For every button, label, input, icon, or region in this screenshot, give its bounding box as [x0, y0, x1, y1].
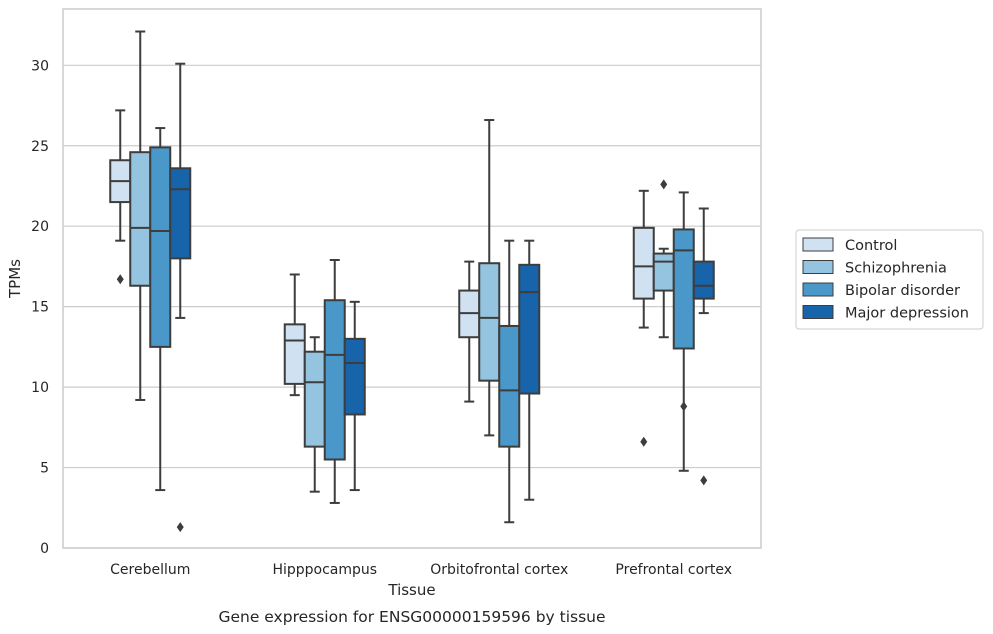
box-schizophrenia: [652, 179, 675, 339]
outlier-point: [176, 522, 184, 533]
box-control: [109, 109, 132, 285]
box-control: [458, 260, 481, 403]
legend-entry: Schizophrenia: [845, 261, 947, 277]
box-bipolar-disorder: [323, 258, 346, 504]
outlier-point: [700, 475, 708, 486]
box-major-depression: [169, 62, 192, 533]
legend-swatch: [802, 260, 834, 274]
box-bipolar-disorder: [149, 127, 172, 492]
x-tick-label: Orbitofrontal cortex: [430, 562, 568, 578]
box-major-depression: [343, 300, 366, 492]
box-iqr: [498, 324, 521, 448]
y-tick-label: 30: [31, 58, 49, 74]
box-bipolar-disorder: [498, 239, 521, 524]
legend-entry: Bipolar disorder: [845, 283, 960, 299]
box-major-depression: [692, 207, 715, 486]
y-axis-label: TPMs: [6, 259, 24, 299]
box-major-depression: [518, 239, 541, 501]
box-bipolar-disorder: [672, 191, 695, 472]
y-axis-ticks: 0 5 10 15 20 25 30: [31, 58, 49, 557]
box-groups: [109, 30, 715, 533]
y-tick-label: 0: [40, 541, 49, 557]
box-iqr: [149, 146, 172, 348]
y-tick-label: 15: [31, 300, 49, 316]
x-tick-label: Cerebellum: [110, 562, 190, 578]
box-iqr: [343, 337, 366, 416]
box-schizophrenia: [129, 30, 152, 401]
legend-swatch: [802, 305, 834, 319]
box-control: [283, 273, 306, 397]
y-tick-label: 25: [31, 139, 49, 155]
box-iqr: [129, 151, 152, 287]
outlier-point: [640, 436, 648, 447]
box-iqr: [303, 350, 326, 448]
outlier-point: [680, 401, 688, 412]
box-schizophrenia: [478, 119, 501, 437]
legend-frame: [795, 229, 984, 330]
box-iqr: [478, 262, 501, 382]
box-iqr: [323, 299, 346, 461]
y-tick-label: 20: [31, 219, 49, 235]
box-control: [632, 189, 655, 447]
box-iqr: [672, 228, 695, 350]
legend-swatch: [802, 237, 834, 252]
y-tick-label: 5: [40, 461, 49, 477]
legend: Control Schizophrenia Bipolar disorder Majo…: [795, 229, 984, 330]
plot-area-frame: [62, 8, 762, 549]
box-schizophrenia: [303, 336, 326, 493]
x-axis-ticks: Cerebellum Hipppocampus Orbitofrontal cort…: [110, 562, 732, 578]
box-iqr: [169, 167, 192, 260]
box-iqr: [632, 226, 655, 300]
x-tick-label: Hipppocampus: [272, 562, 377, 578]
box-iqr: [283, 323, 306, 385]
chart-caption: Gene expression for ENSG00000159596 by t…: [218, 608, 605, 626]
box-iqr: [518, 263, 541, 395]
legend-entry: Major depression: [845, 306, 969, 322]
outlier-point: [660, 179, 668, 190]
y-tick-label: 10: [31, 380, 49, 396]
outlier-point: [116, 274, 124, 285]
box-iqr: [652, 252, 675, 292]
box-iqr: [692, 260, 715, 300]
x-axis-label: Tissue: [387, 581, 435, 599]
legend-entry: Control: [845, 238, 897, 254]
x-tick-label: Prefrontal cortex: [615, 562, 732, 578]
legend-swatch: [802, 282, 834, 297]
